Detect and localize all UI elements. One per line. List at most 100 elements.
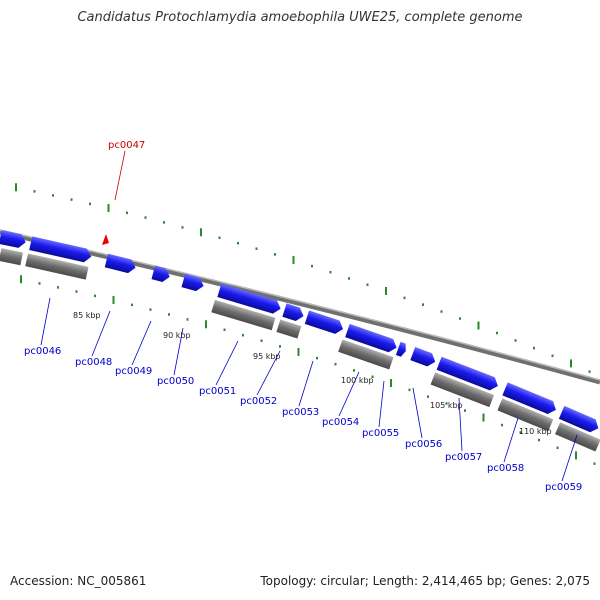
- gene-arrow[interactable]: [151, 265, 171, 284]
- gene-arrow[interactable]: [436, 356, 501, 393]
- map-title: Candidatus Protochlamydia amoebophila UW…: [77, 10, 523, 25]
- outer-tick: [459, 317, 461, 320]
- genome-summary: Topology: circular; Length: 2,414,465 bp…: [260, 574, 590, 588]
- gene-label-pc0056[interactable]: pc0056: [405, 439, 442, 450]
- gene-label-pc0050[interactable]: pc0050: [157, 376, 194, 387]
- gene-marker-pc0047[interactable]: [102, 234, 109, 245]
- inner-tick: [464, 409, 466, 412]
- outer-tick: [551, 354, 554, 358]
- inner-tick: [353, 369, 355, 372]
- leader-line: [458, 397, 463, 452]
- outer-tick: [33, 190, 36, 193]
- leader-line: [412, 387, 423, 439]
- gene-leader-lines: [40, 297, 578, 482]
- feature-box: [211, 299, 276, 331]
- outer-tick: [107, 204, 110, 213]
- gene-arrow[interactable]: [502, 382, 558, 416]
- gene-label-pc0055[interactable]: pc0055: [362, 428, 399, 439]
- leader-line: [131, 320, 152, 366]
- inner-tick: [482, 413, 485, 422]
- inner-tick: [186, 318, 189, 321]
- gene-label-pc0049[interactable]: pc0049: [115, 366, 152, 377]
- gene-arrow[interactable]: [104, 253, 137, 275]
- outer-tick: [52, 194, 54, 197]
- gene-label-pc0048[interactable]: pc0048: [75, 357, 112, 368]
- leader-line: [40, 297, 51, 346]
- inner-tick: [427, 395, 429, 398]
- gene-label-pc0054[interactable]: pc0054: [322, 417, 359, 428]
- gene-arrow[interactable]: [0, 230, 27, 249]
- outer-tick: [422, 303, 424, 306]
- kbp-label: 110 kbp: [519, 427, 552, 436]
- inner-tick: [112, 296, 115, 305]
- inner-tick: [57, 286, 59, 289]
- inner-tick: [205, 320, 207, 329]
- inner-tick: [94, 294, 96, 298]
- gene-arrow[interactable]: [181, 273, 206, 293]
- feature-box: [0, 248, 23, 266]
- gene-arrow[interactable]: [395, 341, 408, 358]
- outer-tick: [144, 216, 147, 219]
- outer-tick: [329, 270, 332, 274]
- outer-tick: [181, 226, 184, 229]
- outer-tick: [533, 346, 535, 350]
- inner-tick: [371, 375, 374, 379]
- feature-box: [25, 253, 89, 280]
- inner-tick: [279, 345, 281, 348]
- gene-label-pc0046[interactable]: pc0046: [24, 346, 61, 357]
- leader-line: [173, 327, 184, 376]
- accession-label: Accession: NC_005861: [10, 574, 147, 588]
- inner-tick: [556, 446, 559, 450]
- inner-tick: [149, 308, 152, 311]
- inner-tick: [538, 438, 540, 442]
- inner-tick: [75, 290, 78, 293]
- feature-box: [555, 422, 600, 452]
- outer-tick: [255, 247, 258, 250]
- gene-label-pc0059[interactable]: pc0059: [545, 482, 582, 493]
- gene-arrow[interactable]: [282, 303, 305, 322]
- gene-arrow[interactable]: [345, 323, 399, 354]
- feature-box: [430, 372, 495, 408]
- inner-tick: [408, 388, 411, 392]
- gene-label-pc0058[interactable]: pc0058: [487, 463, 524, 474]
- outer-tick: [403, 296, 406, 300]
- gene-label-pc0051[interactable]: pc0051: [199, 386, 236, 397]
- gene-arrow[interactable]: [29, 236, 93, 263]
- kbp-label: 90 kbp: [163, 331, 191, 340]
- gene-label-pc0052[interactable]: pc0052: [240, 396, 277, 407]
- outer-tick: [274, 253, 276, 256]
- feature-track: [0, 248, 600, 452]
- outer-tick: [366, 283, 369, 287]
- outer-tick: [218, 236, 221, 240]
- gene-label-pc0057[interactable]: pc0057: [445, 452, 482, 463]
- inner-tick: [445, 402, 448, 405]
- gene-label-pc0047[interactable]: pc0047: [108, 140, 145, 151]
- outer-tick: [163, 221, 165, 224]
- marker-pc0047[interactable]: pc0047: [102, 140, 145, 245]
- inner-tick: [519, 431, 522, 434]
- gene-arrow[interactable]: [304, 310, 345, 336]
- inner-tick: [575, 451, 577, 460]
- gene-arrow[interactable]: [410, 347, 437, 368]
- outer-tick: [200, 228, 202, 237]
- inner-tick: [593, 462, 596, 465]
- outer-tick: [496, 331, 498, 335]
- inner-tick: [242, 333, 244, 337]
- outer-tick: [237, 241, 239, 245]
- outer-tick: [15, 183, 17, 192]
- gene-arrow[interactable]: [558, 405, 600, 435]
- kbp-label: 100 kbp: [341, 376, 374, 385]
- inner-tick: [260, 339, 263, 342]
- outer-tick: [348, 277, 350, 280]
- gene-arrow[interactable]: [217, 283, 282, 316]
- gene-label-pc0053[interactable]: pc0053: [282, 407, 319, 418]
- outer-tick: [385, 286, 387, 295]
- inner-tick: [168, 313, 170, 316]
- leader-line: [215, 340, 239, 386]
- leader-line: [91, 310, 111, 357]
- inner-tick: [334, 362, 337, 366]
- outer-tick: [70, 198, 73, 201]
- inner-tick-track: [20, 275, 596, 465]
- inner-tick: [223, 328, 226, 332]
- outer-tick: [292, 255, 295, 264]
